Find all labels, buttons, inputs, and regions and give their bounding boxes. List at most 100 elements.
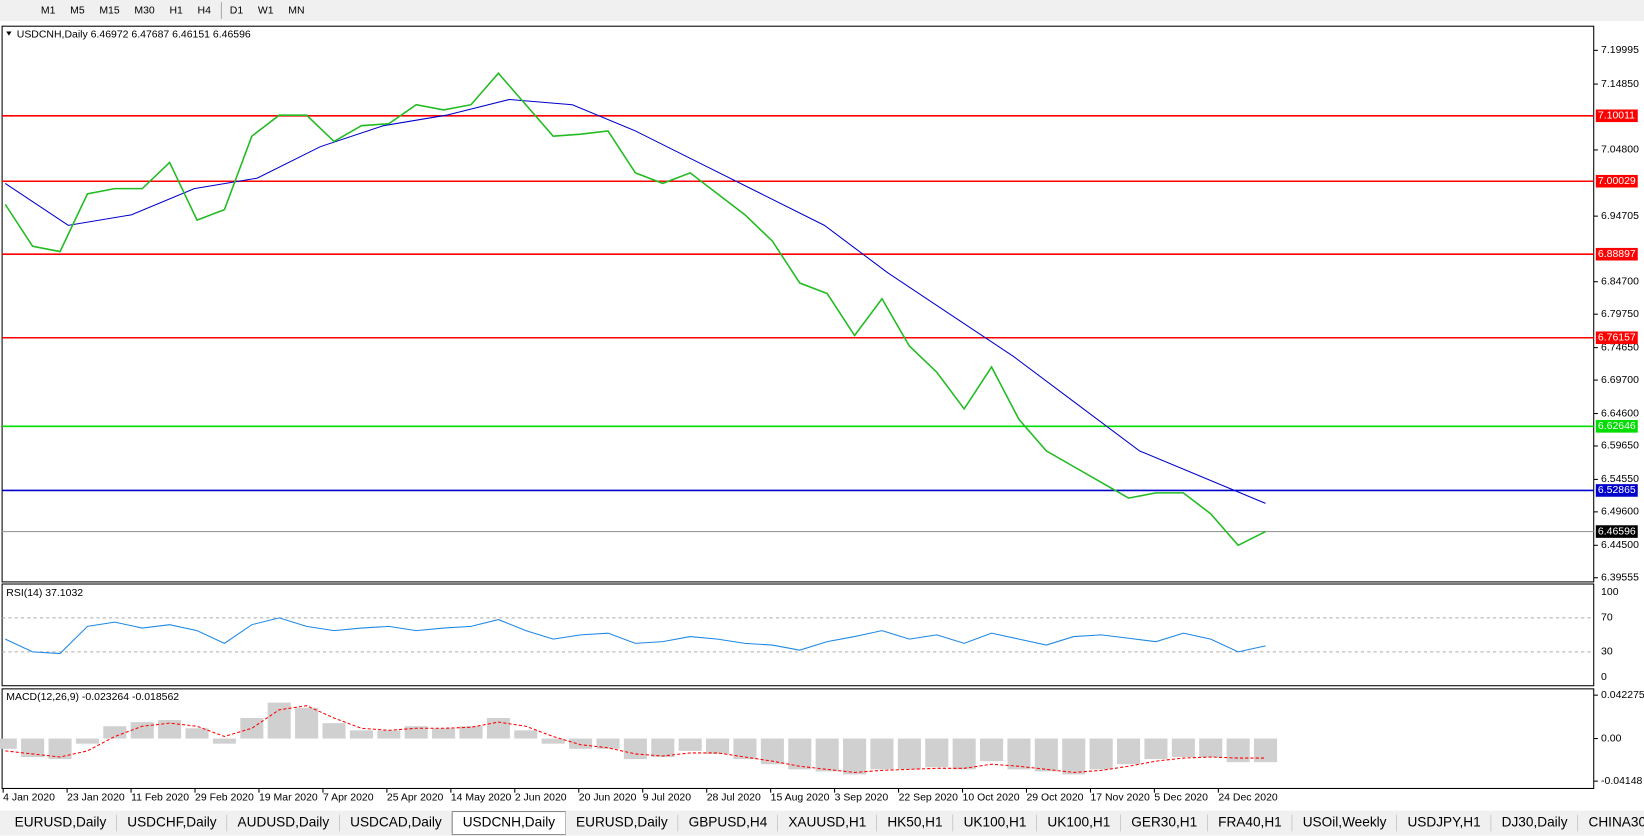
- macd-bar: [267, 702, 291, 739]
- tab-bg: [1578, 811, 1644, 835]
- macd-bar: [1034, 738, 1058, 772]
- price-tick-label: 6.69700: [1601, 375, 1639, 386]
- date-label: 10 Oct 2020: [963, 793, 1020, 804]
- tab[interactable]: GBPUSD,H4: [689, 815, 768, 830]
- tab-bg: [1207, 811, 1293, 835]
- rsi-header: RSI(14) 37.1032: [6, 588, 83, 599]
- tab[interactable]: EURUSD,Daily: [15, 815, 107, 830]
- macd-bar: [678, 738, 702, 751]
- current-label: 6.46596: [1598, 526, 1636, 537]
- macd-bar: [980, 738, 1004, 762]
- macd-bar: [788, 738, 812, 770]
- tab-bg: [1120, 811, 1208, 835]
- timeframe-button[interactable]: D1: [230, 5, 244, 16]
- macd-bar: [21, 738, 45, 758]
- macd-bar: [0, 738, 17, 749]
- timeframe-button[interactable]: M5: [70, 5, 85, 16]
- tab[interactable]: USDCHF,Daily: [127, 815, 217, 830]
- price-tick-label: 6.59650: [1601, 441, 1639, 452]
- timeframe-button[interactable]: H4: [198, 5, 212, 16]
- tab[interactable]: FRA40,H1: [1218, 815, 1282, 830]
- tab-bg: [565, 811, 679, 835]
- tab[interactable]: GER30,H1: [1131, 815, 1197, 830]
- level-label: 6.76157: [1598, 333, 1636, 344]
- price-tick-label: 6.79750: [1601, 309, 1639, 320]
- header-arrow: [6, 31, 12, 36]
- macd-bar: [952, 738, 976, 770]
- level-label-bg: [1595, 109, 1638, 123]
- tab[interactable]: CHINA300,H1: [1589, 815, 1644, 830]
- date-label: 19 Mar 2020: [259, 793, 318, 804]
- tab[interactable]: DJ30,Daily: [1502, 815, 1568, 830]
- price-tick-label: 6.44500: [1601, 540, 1639, 551]
- macd-bar: [651, 738, 675, 758]
- macd-bar: [925, 738, 949, 768]
- level-label: 7.00029: [1598, 176, 1636, 187]
- tab[interactable]: USDCNH,Daily: [463, 815, 556, 830]
- macd-bar: [1144, 738, 1168, 760]
- tab[interactable]: UK100,H1: [964, 815, 1027, 830]
- macd-bar: [1254, 738, 1278, 763]
- tab-bg: [777, 811, 877, 835]
- macd-bar: [1089, 738, 1113, 770]
- tab-bg: [116, 811, 228, 835]
- price-tick-label: 7.04800: [1601, 145, 1639, 156]
- macd-tick-label: 0.042275: [1601, 690, 1644, 701]
- rsi-tick-label: 100: [1601, 587, 1619, 598]
- price-tick-label: 6.74650: [1601, 342, 1639, 353]
- macd-bar: [596, 738, 620, 749]
- macd-bar: [459, 726, 483, 739]
- date-label: 15 Aug 2020: [771, 793, 830, 804]
- date-label: 20 Jun 2020: [579, 793, 637, 804]
- macd-header: MACD(12,26,9) -0.023264 -0.018562: [6, 692, 179, 703]
- price-tick-label: 6.94705: [1601, 211, 1639, 222]
- tab[interactable]: USOil,Weekly: [1303, 815, 1387, 830]
- date-label: 7 Apr 2020: [323, 793, 374, 804]
- tab[interactable]: USDCAD,Daily: [350, 815, 442, 830]
- tab-bg: [339, 811, 453, 835]
- tab[interactable]: USDJPY,H1: [1407, 815, 1480, 830]
- timeframe-button[interactable]: W1: [258, 5, 274, 16]
- tab-bg: [953, 811, 1037, 835]
- macd-bar: [706, 738, 730, 754]
- date-label: 9 Jul 2020: [643, 793, 691, 804]
- tab[interactable]: EURUSD,Daily: [576, 815, 668, 830]
- macd-bar: [623, 738, 647, 760]
- rsi-tick-label: 0: [1601, 672, 1607, 683]
- macd-bar: [185, 728, 209, 739]
- macd-bar: [897, 738, 921, 770]
- tab[interactable]: AUDUSD,Daily: [238, 815, 330, 830]
- tab-bg: [1036, 811, 1121, 835]
- macd-bar: [349, 730, 373, 739]
- tab[interactable]: UK100,H1: [1047, 815, 1110, 830]
- rsi-panel: [1, 583, 1595, 687]
- price-tick-label: 7.14850: [1601, 79, 1639, 90]
- rsi-line: [5, 617, 1266, 655]
- timeframe-button[interactable]: M15: [99, 5, 120, 16]
- timeframe-button[interactable]: H1: [169, 5, 183, 16]
- chart-header: USDCNH,Daily 6.46972 6.47687 6.46151 6.4…: [17, 29, 251, 40]
- macd-bar: [295, 707, 319, 739]
- date-label: 25 Apr 2020: [387, 793, 444, 804]
- rsi-tick-label: 30: [1601, 647, 1613, 658]
- macd-bar: [1007, 738, 1031, 770]
- tab-bg: [227, 811, 340, 835]
- level-label-bg: [1595, 484, 1638, 497]
- macd-tick-label: 0.00: [1601, 733, 1622, 744]
- tab[interactable]: XAUUSD,H1: [788, 815, 866, 830]
- date-label: 5 Dec 2020: [1154, 793, 1208, 804]
- date-label: 4 Jan 2020: [3, 793, 55, 804]
- date-label: 29 Feb 2020: [195, 793, 254, 804]
- macd-bar: [322, 723, 346, 739]
- macd-bar: [486, 718, 510, 739]
- tab[interactable]: HK50,H1: [887, 815, 942, 830]
- level-label-bg: [1595, 247, 1638, 261]
- timeframe-button[interactable]: M30: [134, 5, 155, 16]
- timeframe-button[interactable]: MN: [288, 5, 304, 16]
- price-tick-label: 6.49600: [1601, 507, 1639, 518]
- macd-bar: [158, 720, 182, 739]
- level-label-bg: [1595, 331, 1638, 345]
- timeframe-button[interactable]: M1: [41, 5, 56, 16]
- date-label: 14 May 2020: [451, 793, 512, 804]
